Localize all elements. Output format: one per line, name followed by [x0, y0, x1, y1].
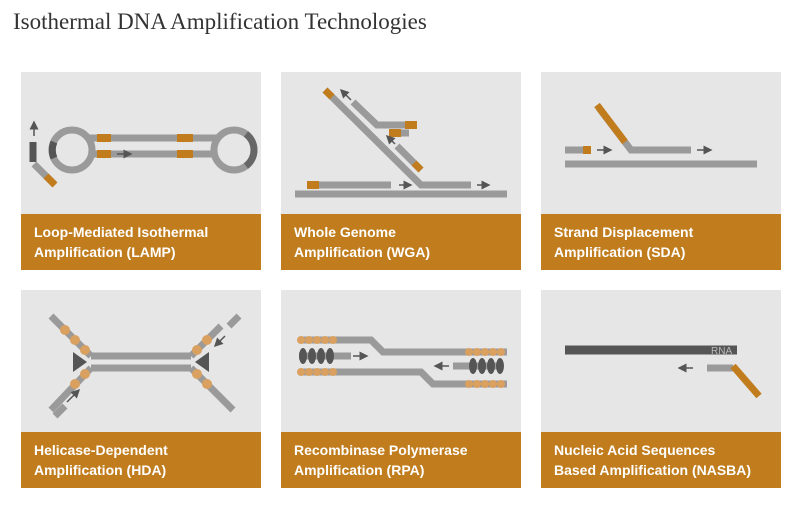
wga-lower-branch-primer [411, 160, 424, 173]
nasba-primer-tail [730, 363, 762, 399]
rpa-beads-bottom-right [465, 380, 505, 388]
wga-diagonal-strand [322, 87, 471, 189]
wga-diagonal-primer [322, 87, 335, 100]
hda-bead-6 [192, 345, 202, 355]
hda-bead-3 [80, 345, 90, 355]
rpa-recombinase-right [469, 358, 504, 374]
card-rpa-label: Recombinase Polymerase Amplification (RP… [281, 432, 521, 488]
lamp-primer-top-right [177, 134, 193, 142]
hda-right-stub [226, 313, 242, 329]
hda-helicase-left [73, 352, 87, 372]
hda-bead-8 [192, 369, 202, 379]
hda-arrow-right [213, 335, 226, 348]
wga-top-primer [307, 181, 319, 189]
nasba-rna-label: RNA [711, 346, 732, 357]
hda-helicase-right [195, 352, 209, 372]
lamp-left-loop-dark [48, 140, 58, 160]
wga-branch-strand [350, 99, 417, 129]
hda-bead-7 [202, 335, 212, 345]
rpa-beads-top-right [465, 348, 505, 356]
sda-diagram [565, 102, 757, 168]
sda-short-primer [583, 146, 591, 154]
lamp-tail-primer [43, 173, 58, 188]
wga-arrow-4 [385, 134, 396, 145]
lamp-primer-top-left [97, 134, 111, 142]
hda-left-stub [52, 403, 68, 419]
card-wga-line2: Amplification (WGA) [294, 244, 431, 260]
card-sda-line2: Amplification (SDA) [554, 244, 686, 260]
hda-arrow-left [66, 388, 81, 403]
card-wga-line1: Whole Genome [294, 224, 396, 240]
lamp-left-loop [48, 126, 96, 174]
rpa-recombinase-left [299, 348, 334, 364]
card-wga-label: Whole Genome Amplification (WGA) [281, 214, 521, 270]
hda-bead-5 [70, 379, 80, 389]
card-wga[interactable]: Whole Genome Amplification (WGA) [281, 72, 521, 270]
lamp-right-loop-dark [243, 131, 258, 169]
card-rpa[interactable]: Recombinase Polymerase Amplification (RP… [281, 290, 521, 488]
rpa-diagram [297, 336, 507, 388]
wga-branch-primer [405, 121, 417, 129]
page-title: Isothermal DNA Amplification Technologie… [13, 9, 427, 34]
card-sda[interactable]: Strand Displacement Amplification (SDA) [541, 72, 781, 270]
card-lamp-line2: Amplification (LAMP) [34, 244, 176, 260]
card-sda-line1: Strand Displacement [554, 224, 694, 240]
nasba-diagram: RNA [565, 345, 762, 399]
rpa-beads-top-left [297, 336, 337, 344]
wga-diagram [295, 87, 507, 198]
card-hda-label: Helicase-Dependent Amplification (HDA) [21, 432, 261, 488]
hda-bead-1 [60, 325, 70, 335]
sda-displaced-primer [594, 102, 628, 145]
card-nasba-label: Nucleic Acid Sequences Based Amplificati… [541, 432, 781, 488]
wga-arrow-3 [339, 88, 352, 101]
card-lamp-label: Loop-Mediated Isothermal Amplification (… [21, 214, 261, 270]
card-hda[interactable]: Helicase-Dependent Amplification (HDA) [21, 290, 261, 488]
rpa-beads-bottom-left [297, 368, 337, 376]
card-lamp-line1: Loop-Mediated Isothermal [34, 224, 209, 240]
hda-bead-9 [202, 379, 212, 389]
lamp-diagram [29, 120, 258, 188]
card-lamp[interactable]: Loop-Mediated Isothermal Amplification (… [21, 72, 261, 270]
card-nasba-line2: Based Amplification (NASBA) [554, 462, 752, 478]
lamp-primer-bottom-left [97, 150, 111, 158]
wga-small-primer [389, 129, 401, 137]
hda-bead-2 [70, 335, 80, 345]
hda-bead-4 [80, 369, 90, 379]
hda-diagram [48, 313, 242, 419]
card-hda-line1: Helicase-Dependent [34, 442, 168, 458]
card-hda-line2: Amplification (HDA) [34, 462, 167, 478]
lamp-primer-bottom-right [177, 150, 193, 158]
card-sda-label: Strand Displacement Amplification (SDA) [541, 214, 781, 270]
card-nasba[interactable]: RNA Nucleic Acid Sequences Based Amplifi… [541, 290, 781, 488]
card-rpa-line2: Amplification (RPA) [294, 462, 425, 478]
card-rpa-line1: Recombinase Polymerase [294, 442, 468, 458]
card-nasba-line1: Nucleic Acid Sequences [554, 442, 716, 458]
